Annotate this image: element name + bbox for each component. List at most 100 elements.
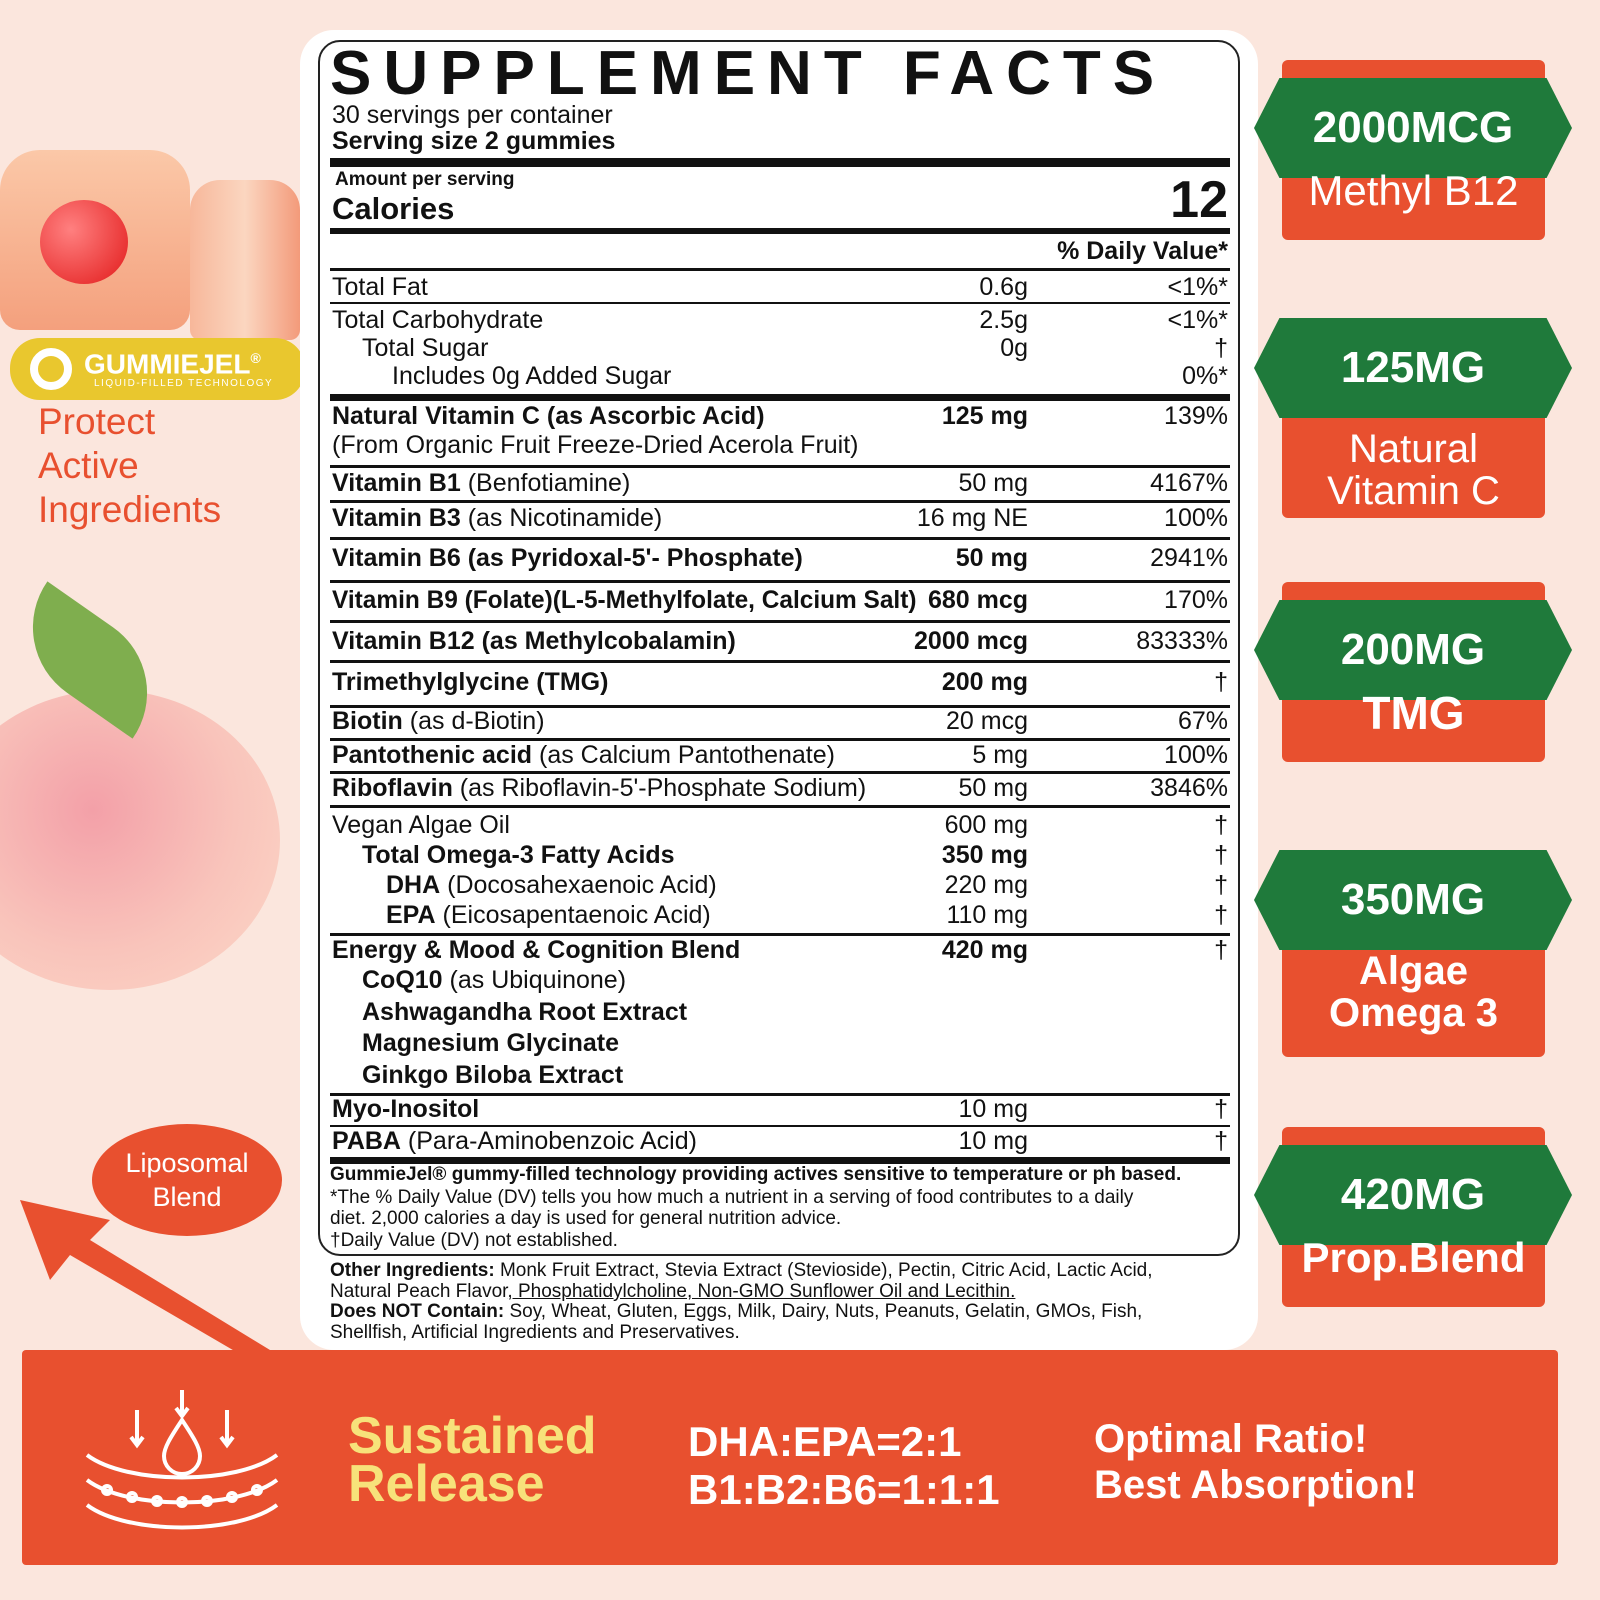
divider — [330, 580, 1230, 583]
badge-label: Natural Vitamin C — [1327, 427, 1500, 513]
brand-name: GUMMIEJEL® — [84, 348, 261, 380]
badge-prop-blend: 420MG Prop.Blend — [1254, 1127, 1572, 1307]
nutrient-name: Vitamin B6 (as Pyridoxal-5'- Phosphate) — [332, 544, 803, 572]
sustained-release: Sustained Release — [348, 1407, 597, 1513]
badge-label: Prop.Blend — [1301, 1234, 1526, 1281]
divider — [330, 537, 1230, 540]
nutrient-row: Riboflavin (as Riboflavin-5'-Phosphate S… — [332, 773, 1228, 803]
nutrient-dv: 3846% — [1150, 774, 1228, 802]
nutrient-dv: † — [1214, 811, 1228, 839]
supplement-facts-box — [318, 40, 1240, 1256]
nutrient-name: Pantothenic acid (as Calcium Pantothenat… — [332, 741, 835, 769]
divider — [330, 933, 1230, 936]
nutrient-dv: † — [1214, 668, 1228, 696]
nutrient-amount: 5 mg — [972, 741, 1028, 769]
nutrient-amount: 10 mg — [958, 1127, 1028, 1155]
nutrient-dv: 0%* — [1182, 362, 1228, 390]
label-panel — [300, 30, 1258, 1350]
liposomal-bubble: Liposomal Blend — [92, 1124, 282, 1236]
divider — [330, 500, 1230, 503]
nutrient-row: Vitamin B3 (as Nicotinamide) 16 mg NE 100% — [332, 503, 1228, 533]
nutrient-name: Riboflavin (as Riboflavin-5'-Phosphate S… — [332, 774, 867, 802]
nutrient-amount: 50 mg — [955, 544, 1028, 572]
brand-badge: GUMMIEJEL® LIQUID-FILLED TECHNOLOGY — [10, 338, 305, 400]
divider — [330, 738, 1230, 741]
does-not-contain: Does NOT Contain: Soy, Wheat, Gluten, Eg… — [330, 1301, 1143, 1322]
nutrient-dv: † — [1214, 871, 1228, 899]
nutrient-amount: 420 mg — [941, 936, 1028, 964]
nutrient-dv: 139% — [1164, 402, 1228, 430]
nutrient-amount: 0.6g — [979, 273, 1028, 301]
divider — [330, 705, 1230, 708]
divider — [330, 158, 1230, 167]
divider — [330, 228, 1230, 234]
badge-natural-vitamin-c: 125MG Natural Vitamin C — [1254, 318, 1572, 518]
nutrient-name: Total Carbohydrate — [332, 306, 544, 334]
nutrient-row: Vitamin B9 (Folate)(L-5-Methylfolate, Ca… — [332, 585, 1228, 615]
nutrient-dv: † — [1214, 841, 1228, 869]
badge-label: Algae Omega 3 — [1329, 949, 1498, 1035]
divider — [330, 1157, 1230, 1164]
nutrient-row: CoQ10 (as Ubiquinone) — [362, 965, 1228, 995]
servings: 30 servings per container — [332, 101, 613, 129]
badge-value: 125MG — [1254, 318, 1572, 418]
nutrient-dv: 67% — [1177, 707, 1228, 735]
nutrient-amount: 600 mg — [944, 811, 1028, 839]
divider — [330, 394, 1230, 401]
footnote-dv1: *The % Daily Value (DV) tells you how mu… — [330, 1187, 1134, 1208]
nutrient-row: Energy & Mood & Cognition Blend 420 mg † — [332, 935, 1228, 965]
badge-algae-omega-3: 350MG Algae Omega 3 — [1254, 850, 1572, 1057]
badge-label: Methyl B12 — [1308, 167, 1519, 214]
nutrient-row: Vegan Algae Oil 600 mg † — [332, 810, 1228, 840]
gummy-image — [0, 140, 300, 340]
badge-tmg: 200MG TMG — [1254, 582, 1572, 762]
nutrient-name: Total Omega-3 Fatty Acids — [362, 841, 675, 869]
nutrient-amount: 20 mcg — [946, 707, 1028, 735]
absorption-icon — [85, 1390, 279, 1530]
protect-text: Protect Active Ingredients — [38, 401, 222, 530]
nutrient-row: EPA (Eicosapentaenoic Acid) 110 mg † — [386, 900, 1228, 930]
nutrient-amount: 200 mg — [941, 668, 1028, 696]
nutrient-name: Trimethylglycine (TMG) — [332, 668, 609, 696]
badge-label: TMG — [1362, 687, 1465, 739]
label-title: SUPPLEMENT FACTS — [330, 39, 1167, 108]
badge-value: 200MG — [1254, 600, 1572, 700]
nutrient-dv: † — [1214, 901, 1228, 929]
divider — [330, 1093, 1230, 1096]
nutrient-name: Total Fat — [332, 273, 428, 301]
nutrient-name: Myo-Inositol — [332, 1095, 480, 1123]
nutrient-dv: <1%* — [1167, 306, 1228, 334]
nutrient-name: PABA (Para-Aminobenzoic Acid) — [332, 1127, 697, 1155]
other-ingredients-2: Natural Peach Flavor, Phosphatidylcholin… — [330, 1281, 1016, 1302]
divider — [330, 268, 1230, 271]
nutrient-name: Vitamin B12 (as Methylcobalamin) — [332, 627, 736, 655]
nutrient-amount: 2.5g — [979, 306, 1028, 334]
nutrient-dv: † — [1214, 1095, 1228, 1123]
nutrient-amount: 0g — [1000, 334, 1028, 362]
divider — [330, 805, 1230, 808]
nutrient-name: Biotin (as d-Biotin) — [332, 707, 545, 735]
nutrient-row: Biotin (as d-Biotin) 20 mcg 67% — [332, 706, 1228, 736]
nutrient-row: Ashwagandha Root Extract — [362, 997, 1228, 1027]
brand-logo-icon — [30, 348, 72, 390]
nutrient-row: (From Organic Fruit Freeze-Dried Acerola… — [332, 430, 1228, 460]
brand-tagline: LIQUID-FILLED TECHNOLOGY — [94, 378, 274, 389]
footnote-dv2: diet. 2,000 calories a day is used for g… — [330, 1208, 842, 1229]
nutrient-dv: † — [1214, 1127, 1228, 1155]
divider — [330, 620, 1230, 623]
calories-value: 12 — [1170, 171, 1228, 229]
nutrient-amount: 110 mg — [946, 901, 1028, 929]
nutrient-name: EPA (Eicosapentaenoic Acid) — [386, 901, 711, 929]
nutrient-amount: 50 mg — [958, 469, 1028, 497]
nutrient-name: Natural Vitamin C (as Ascorbic Acid) — [332, 402, 765, 430]
nutrient-row: Total Carbohydrate 2.5g <1%* — [332, 305, 1228, 335]
nutrient-name: Includes 0g Added Sugar — [392, 362, 672, 390]
divider — [330, 465, 1230, 468]
nutrient-name: Ginkgo Biloba Extract — [362, 1061, 624, 1089]
divider — [330, 1125, 1230, 1127]
badge-value: 2000MCG — [1254, 78, 1572, 178]
divider — [330, 771, 1230, 774]
nutrient-dv: <1%* — [1167, 273, 1228, 301]
peach-image — [0, 690, 280, 990]
nutrient-dv: 170% — [1164, 586, 1228, 614]
